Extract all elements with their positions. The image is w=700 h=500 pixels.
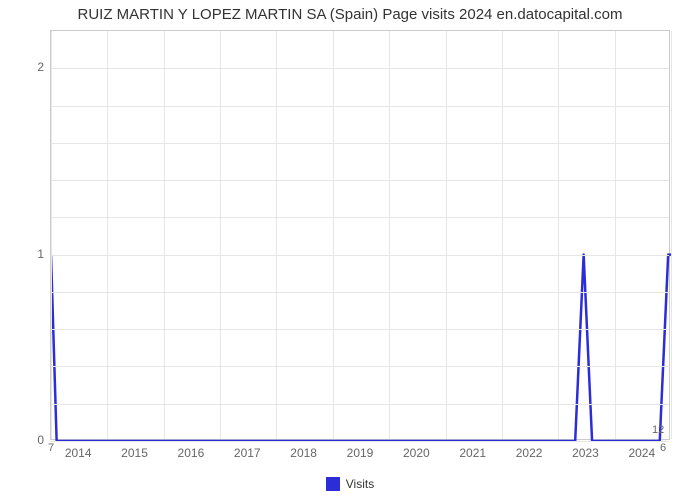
gridline-vertical — [164, 31, 165, 439]
gridline-horizontal — [51, 106, 669, 107]
y-tick-label: 2 — [14, 60, 44, 74]
gridline-vertical — [446, 31, 447, 439]
x-tick-label: 2016 — [178, 446, 205, 460]
corner-label-bottom-right-upper: 12 — [652, 424, 664, 436]
gridline-horizontal — [51, 292, 669, 293]
x-tick-label: 2014 — [65, 446, 92, 460]
plot-area — [50, 30, 670, 440]
legend: Visits — [0, 476, 700, 491]
gridline-vertical — [276, 31, 277, 439]
chart-container: RUIZ MARTIN Y LOPEZ MARTIN SA (Spain) Pa… — [0, 0, 700, 500]
gridline-horizontal — [51, 68, 669, 69]
x-tick-label: 2022 — [516, 446, 543, 460]
gridline-vertical — [220, 31, 221, 439]
gridline-horizontal — [51, 404, 669, 405]
visits-line — [51, 31, 671, 441]
chart-title: RUIZ MARTIN Y LOPEZ MARTIN SA (Spain) Pa… — [0, 6, 700, 23]
x-tick-label: 2020 — [403, 446, 430, 460]
x-tick-label: 2021 — [459, 446, 486, 460]
x-tick-label: 2023 — [572, 446, 599, 460]
y-tick-label: 0 — [14, 433, 44, 447]
x-tick-label: 2024 — [628, 446, 655, 460]
gridline-vertical — [333, 31, 334, 439]
gridline-vertical — [502, 31, 503, 439]
y-tick-label: 1 — [14, 247, 44, 261]
gridline-horizontal — [51, 143, 669, 144]
x-tick-label: 2019 — [347, 446, 374, 460]
gridline-vertical — [671, 31, 672, 439]
gridline-vertical — [558, 31, 559, 439]
gridline-horizontal — [51, 255, 669, 256]
gridline-vertical — [615, 31, 616, 439]
gridline-horizontal — [51, 329, 669, 330]
x-tick-label: 2017 — [234, 446, 261, 460]
legend-label: Visits — [346, 477, 374, 491]
gridline-vertical — [51, 31, 52, 439]
corner-label-bottom-right-lower: 6 — [660, 442, 666, 454]
corner-label-top-left: 7 — [48, 442, 54, 454]
legend-swatch — [326, 477, 340, 491]
gridline-horizontal — [51, 366, 669, 367]
gridline-vertical — [107, 31, 108, 439]
x-tick-label: 2015 — [121, 446, 148, 460]
gridline-horizontal — [51, 217, 669, 218]
gridline-vertical — [389, 31, 390, 439]
gridline-horizontal — [51, 441, 669, 442]
x-tick-label: 2018 — [290, 446, 317, 460]
gridline-horizontal — [51, 180, 669, 181]
